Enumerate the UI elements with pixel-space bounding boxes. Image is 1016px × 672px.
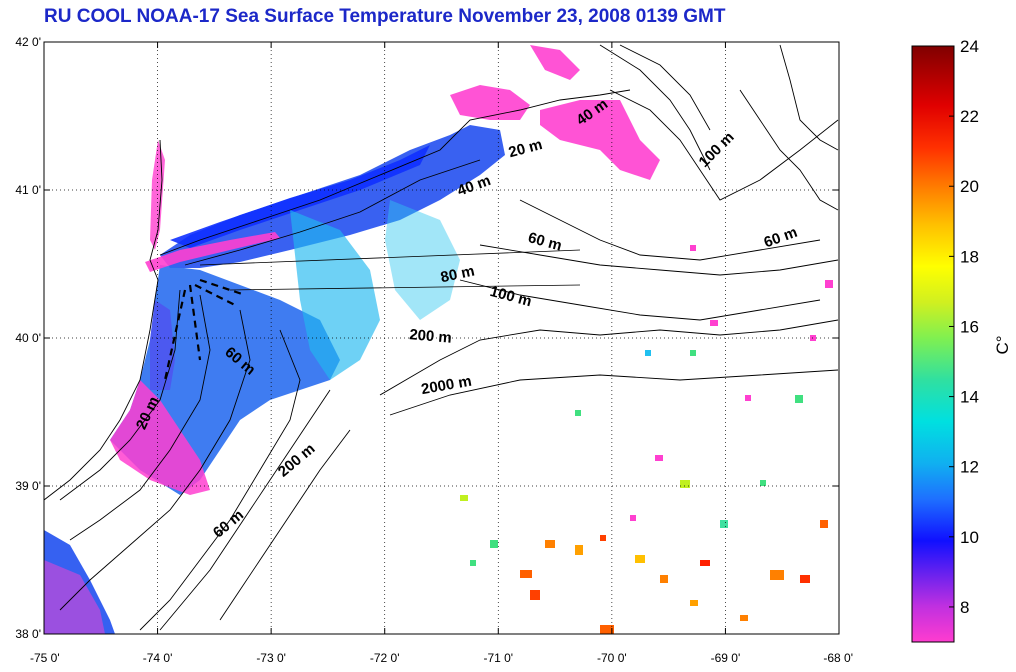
colorbar-tick-label: 16 <box>960 317 979 336</box>
colorbar-tick-label: 8 <box>960 598 969 617</box>
contour-label: 80 m <box>439 263 476 287</box>
colorbar-tick-label: 22 <box>960 107 979 126</box>
colorbar-unit-label: C° <box>993 335 1012 354</box>
colorbar-tick-label: 12 <box>960 458 979 477</box>
colorbar-ticks: 8 10 12 14 16 18 20 22 24 <box>949 37 979 617</box>
contour-label: 100 m <box>696 129 738 171</box>
sst-pixels <box>44 45 660 634</box>
transect-lines <box>163 278 246 381</box>
colorbar: 8 10 12 14 16 18 20 22 24 C° <box>911 37 1012 643</box>
lon-tick-label: -73 0' <box>256 651 286 665</box>
contour-label: 2000 m <box>420 373 473 399</box>
colorbar-tick-label: 18 <box>960 247 979 266</box>
lat-tick-label: 40 0' <box>15 331 41 345</box>
contour-label: 60 m <box>210 506 247 541</box>
contour-label: 100 m <box>488 283 533 310</box>
lon-tick-label: -70 0' <box>597 651 627 665</box>
longitude-labels: -75 0' -74 0' -73 0' -72 0' -71 0' -70 0' -69 … <box>30 651 853 665</box>
colorbar-tick-label: 14 <box>960 388 979 407</box>
colorbar-tick-label: 10 <box>960 528 979 547</box>
colorbar-tick-label: 24 <box>960 37 979 56</box>
map-title: RU COOL NOAA-17 Sea Surface Temperature … <box>44 6 726 27</box>
offshore-warm-pixels <box>460 245 833 634</box>
lat-tick-label: 41 0' <box>15 183 41 197</box>
latitude-labels: 42 0' 41 0' 40 0' 39 0' 38 0' <box>15 35 41 641</box>
map-grid <box>44 42 839 634</box>
contour-label: 60 m <box>526 229 563 254</box>
colorbar-gradient <box>911 45 955 643</box>
contour-label: 200 m <box>409 326 453 347</box>
lon-tick-label: -74 0' <box>143 651 173 665</box>
lon-tick-label: -69 0' <box>711 651 741 665</box>
lat-tick-label: 42 0' <box>15 35 41 49</box>
lat-tick-label: 39 0' <box>15 479 41 493</box>
bathymetry-contours <box>44 44 839 631</box>
lon-tick-label: -72 0' <box>370 651 400 665</box>
contour-label: 200 m <box>275 440 319 480</box>
lon-tick-label: -68 0' <box>823 651 853 665</box>
lat-tick-label: 38 0' <box>15 627 41 641</box>
contour-label: 20 m <box>507 136 544 161</box>
lon-tick-label: -71 0' <box>483 651 513 665</box>
colorbar-tick-label: 20 <box>960 177 979 196</box>
lon-tick-label: -75 0' <box>30 651 60 665</box>
axis-ticks <box>43 41 840 635</box>
contour-label: 60 m <box>762 224 800 252</box>
track-lines <box>199 249 581 291</box>
